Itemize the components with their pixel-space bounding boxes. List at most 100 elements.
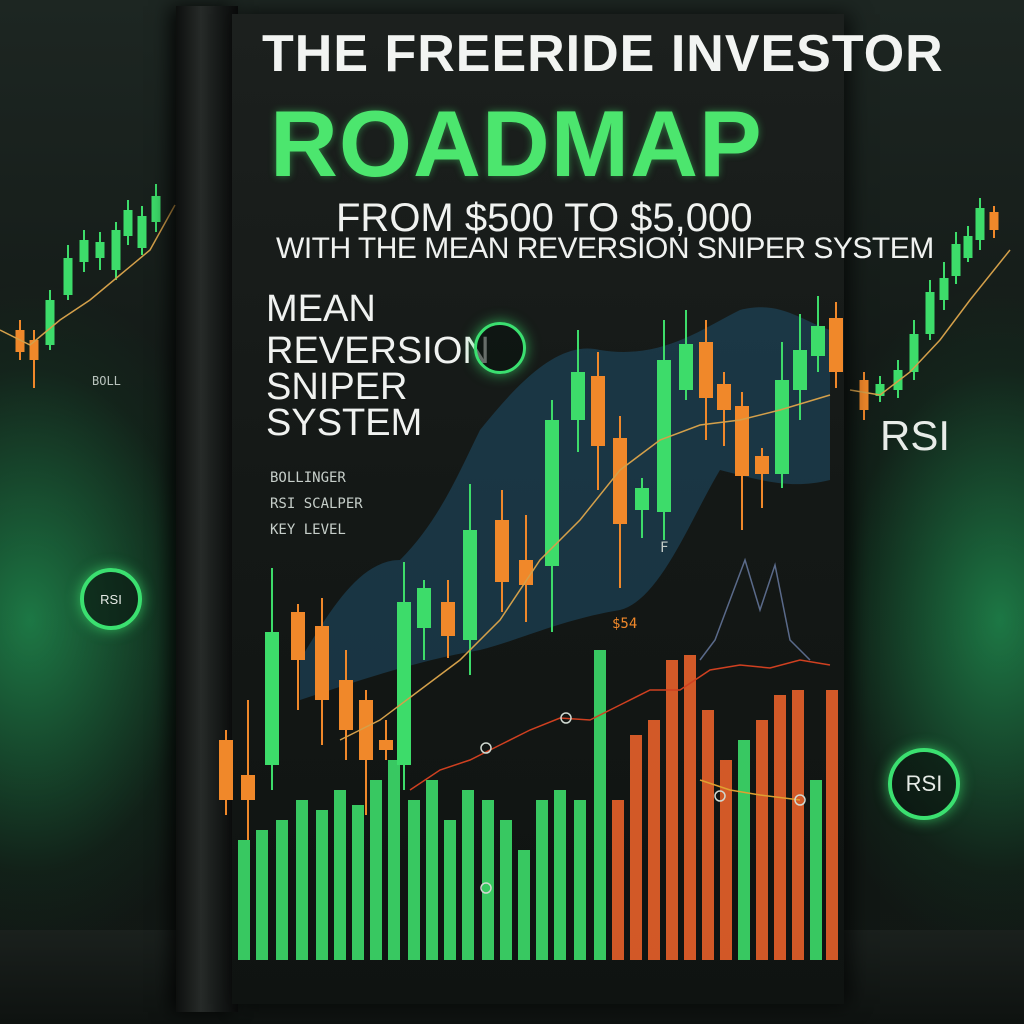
signal-marker (560, 712, 572, 724)
candle-body (151, 196, 161, 222)
volume-bar (316, 810, 328, 960)
candle-body (397, 602, 411, 765)
candle-body (811, 326, 825, 356)
candle-body (463, 530, 477, 640)
price-mark: $54 (612, 616, 638, 632)
candle-body (265, 632, 279, 765)
cover-indicator-badge (474, 322, 526, 374)
candle-body (291, 612, 305, 660)
candle-body (379, 740, 393, 750)
volume-bar (720, 760, 732, 960)
book-spine (176, 6, 238, 1012)
left-indicator-badge: RSI (80, 568, 142, 630)
candle-body (63, 258, 73, 295)
cover-subtitle-line2: WITH THE MEAN REVERSION SNIPER SYSTEM (276, 232, 934, 265)
volume-bar (774, 695, 786, 960)
chart-mark: F (660, 540, 669, 556)
volume-bar (756, 720, 768, 960)
background-indicator-label: BOLL (92, 374, 121, 388)
candle-body (699, 342, 713, 398)
candle-body (15, 330, 25, 352)
volume-bar (462, 790, 474, 960)
trend-line (699, 779, 801, 801)
candle-body (45, 300, 55, 345)
volume-bar (518, 850, 530, 960)
candle-body (793, 350, 807, 390)
volume-bar (702, 710, 714, 960)
candle-body (613, 438, 627, 524)
candle-body (123, 210, 133, 236)
candle-body (95, 242, 105, 258)
volume-bar (648, 720, 660, 960)
candle-body (829, 318, 843, 372)
side-title-line: REVERSION (266, 330, 490, 372)
candle-body (219, 740, 233, 800)
candle-body (963, 236, 973, 258)
signal-marker (794, 794, 806, 806)
candle-body (735, 406, 749, 476)
volume-bar (256, 830, 268, 960)
volume-bar (810, 780, 822, 960)
candle-body (591, 376, 605, 446)
candle-body (679, 344, 693, 390)
candle-body (79, 240, 89, 262)
candle-body (893, 370, 903, 390)
candle-body (717, 384, 731, 410)
rsi-badge-text: RSI (905, 771, 943, 796)
moving-average-line (0, 204, 176, 346)
moving-average-line (849, 249, 1011, 396)
volume-bar (238, 840, 250, 960)
candle-body (137, 216, 147, 248)
volume-bar (370, 780, 382, 960)
signal-marker (480, 882, 492, 894)
candle-body (657, 360, 671, 512)
candle-body (545, 420, 559, 566)
candle-body (989, 212, 999, 230)
volume-bar (792, 690, 804, 960)
volume-bar (482, 800, 494, 960)
price-wave-area (300, 307, 830, 700)
candle-body (495, 520, 509, 582)
candle-body (417, 588, 431, 628)
cover-subtitle-line1: FROM $500 TO $5,000 (336, 196, 753, 240)
side-title-line: SYSTEM (266, 402, 423, 444)
volume-bar (408, 800, 420, 960)
volume-bar (352, 805, 364, 960)
volume-bar (630, 735, 642, 960)
volume-bar (666, 660, 678, 960)
volume-bar (738, 740, 750, 960)
candle-body (635, 488, 649, 510)
moving-average-line (339, 394, 831, 741)
candle-body (975, 208, 985, 240)
candle-body (29, 340, 39, 360)
volume-bar (334, 790, 346, 960)
volume-bar (594, 650, 606, 960)
candle-body (925, 292, 935, 334)
oscillator-line (699, 557, 811, 661)
candle-body (519, 560, 533, 585)
volume-bar (554, 790, 566, 960)
candle-body (775, 380, 789, 474)
candle-body (571, 372, 585, 420)
volume-bar (574, 800, 586, 960)
candle-body (951, 244, 961, 276)
candle-body (859, 380, 869, 410)
volume-bar (612, 800, 624, 960)
volume-bar (444, 820, 456, 960)
volume-bar (296, 800, 308, 960)
candle-body (339, 680, 353, 730)
candle-body (359, 700, 373, 760)
scribble-line: KEY LEVEL (270, 522, 346, 538)
candle-body (755, 456, 769, 474)
cover-title-top: THE FREERIDE INVESTOR (262, 25, 944, 83)
volume-bar (426, 780, 438, 960)
volume-bar (500, 820, 512, 960)
signal-marker (480, 742, 492, 754)
side-title-line: MEAN (266, 288, 376, 330)
signal-line (409, 659, 831, 791)
candle-body (939, 278, 949, 300)
side-title-line: SNIPER (266, 366, 408, 408)
volume-bar (388, 760, 400, 960)
left-badge-text: RSI (100, 591, 122, 607)
volume-bar (684, 655, 696, 960)
